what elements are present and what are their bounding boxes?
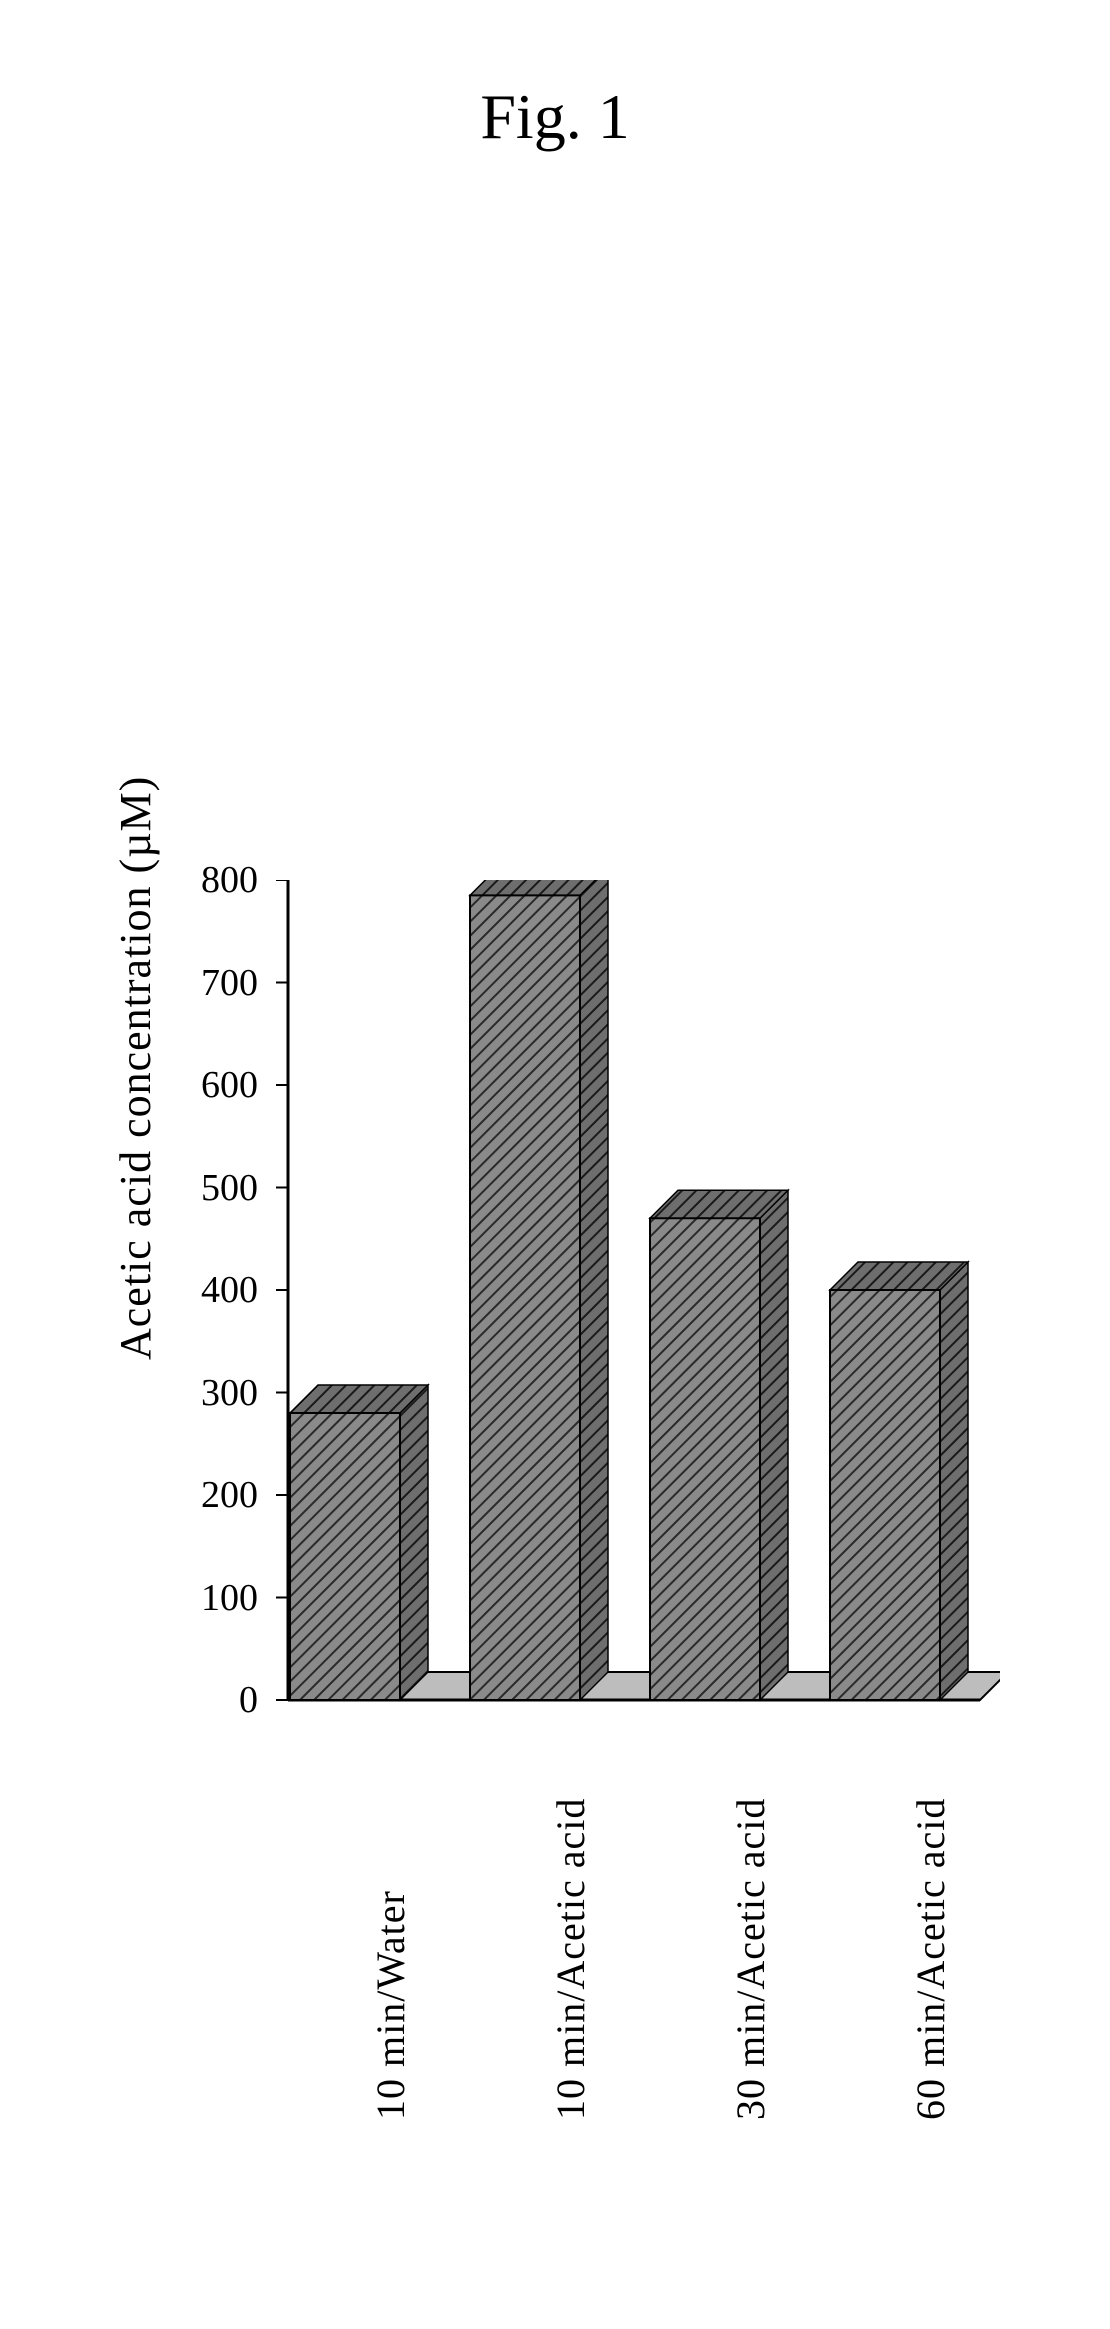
- y-tick-label: 800: [168, 858, 258, 902]
- y-tick-label: 600: [168, 1063, 258, 1107]
- bar: [470, 880, 608, 1700]
- bar: [650, 1190, 788, 1700]
- plot-area: 10 min/Water 10 min/Acetic acid 30 min/Ace…: [270, 880, 1000, 2240]
- y-tick-label: 500: [168, 1166, 258, 1210]
- y-tick-label: 400: [168, 1268, 258, 1312]
- bar: [290, 1385, 428, 1700]
- y-tick-label: 100: [168, 1576, 258, 1620]
- y-tick-label: 700: [168, 961, 258, 1005]
- x-category-label: 30 min/Acetic acid: [727, 1798, 774, 2120]
- y-tick-label: 200: [168, 1473, 258, 1517]
- x-category-label: 60 min/Acetic acid: [907, 1798, 954, 2120]
- y-tick-label: 300: [168, 1371, 258, 1415]
- figure-title: Fig. 1: [0, 80, 1110, 154]
- bar: [830, 1262, 968, 1700]
- x-category-label: 10 min/Acetic acid: [547, 1798, 594, 2120]
- y-tick-label: 0: [168, 1678, 258, 1722]
- bar-chart: Acetic acid concentration (µM) 010020030…: [120, 880, 1040, 2240]
- x-category-label: 10 min/Water: [367, 1890, 414, 2120]
- y-axis-label: Acetic acid concentration (µM): [110, 776, 161, 1360]
